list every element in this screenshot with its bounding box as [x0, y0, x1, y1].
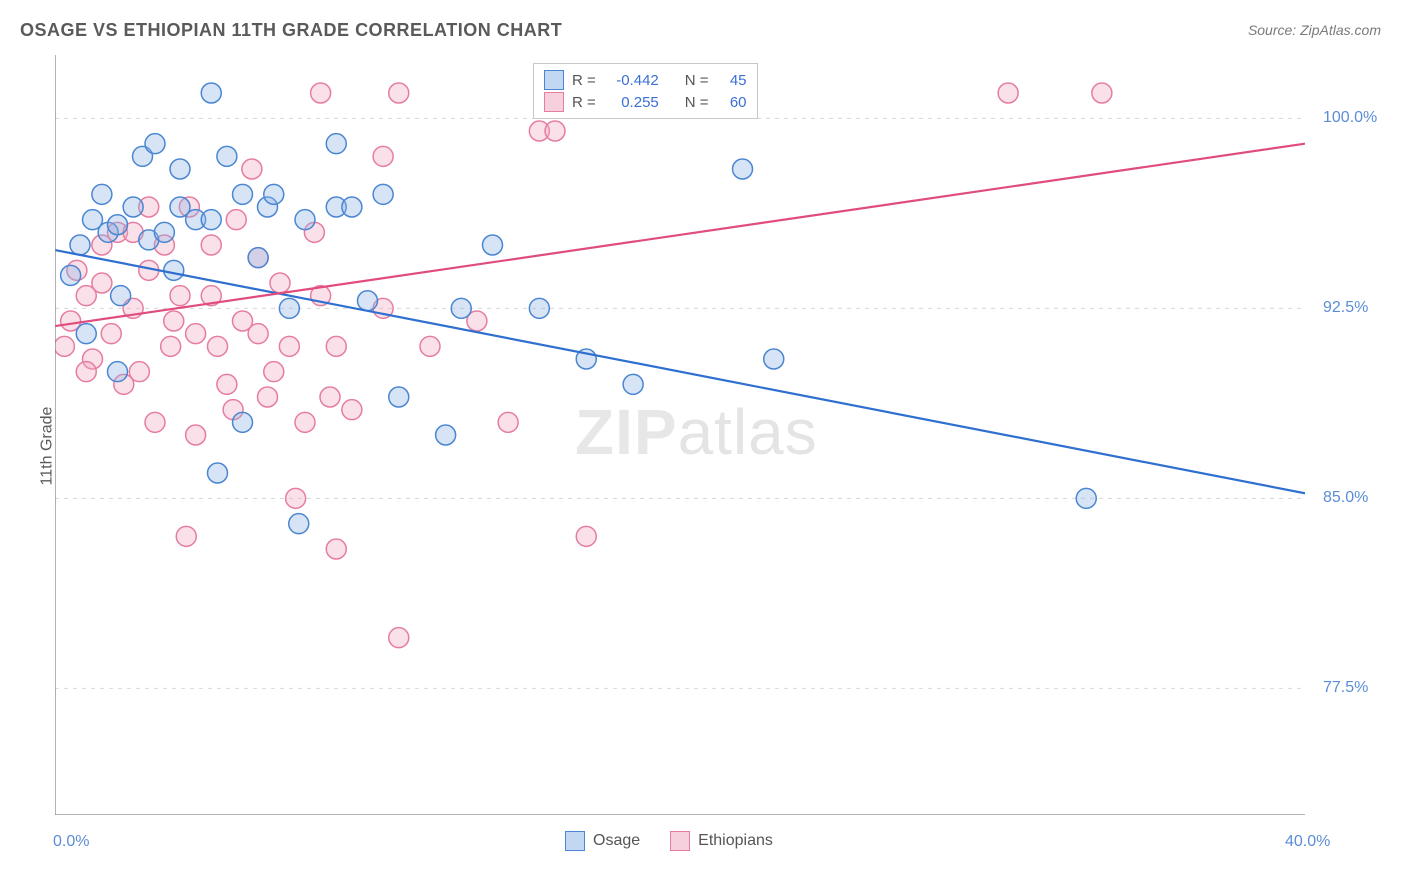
- legend-r-value: -0.442: [604, 72, 659, 89]
- x-tick-label: 40.0%: [1285, 833, 1330, 851]
- legend-n-value: 45: [717, 72, 747, 89]
- series-legend: Osage Ethiopians: [565, 831, 773, 851]
- legend-r-label: R =: [572, 94, 596, 111]
- x-tick-label: 0.0%: [53, 833, 89, 851]
- series-legend-label: Osage: [593, 832, 640, 850]
- legend-row: R = -0.442 N = 45: [544, 69, 747, 91]
- legend-n-label: N =: [685, 94, 709, 111]
- legend-r-label: R =: [572, 72, 596, 89]
- chart-container: OSAGE VS ETHIOPIAN 11TH GRADE CORRELATIO…: [0, 0, 1406, 892]
- chart-title: OSAGE VS ETHIOPIAN 11TH GRADE CORRELATIO…: [20, 20, 562, 41]
- legend-row: R = 0.255 N = 60: [544, 91, 747, 113]
- y-tick-label: 85.0%: [1323, 489, 1368, 507]
- legend-swatch: [565, 831, 585, 851]
- legend-swatch: [544, 92, 564, 112]
- y-tick-label: 77.5%: [1323, 679, 1368, 697]
- legend-swatch: [544, 70, 564, 90]
- plot-area: ZIPatlas R =-0.442N =45R =0.255N =60: [55, 55, 1305, 815]
- y-tick-label: 100.0%: [1323, 109, 1377, 127]
- legend-swatch: [670, 831, 690, 851]
- source-attribution: Source: ZipAtlas.com: [1248, 22, 1381, 38]
- series-legend-item: Osage: [565, 831, 640, 851]
- scatter-plot-svg: [55, 55, 1305, 815]
- legend-n-value: 60: [717, 94, 747, 111]
- correlation-legend: R = -0.442 N = 45 R = 0.255 N = 60: [533, 63, 758, 119]
- series-legend-label: Ethiopians: [698, 832, 773, 850]
- y-axis-label: 11th Grade: [38, 407, 56, 486]
- y-tick-label: 92.5%: [1323, 299, 1368, 317]
- legend-r-value: 0.255: [604, 94, 659, 111]
- series-legend-item: Ethiopians: [670, 831, 773, 851]
- legend-n-label: N =: [685, 72, 709, 89]
